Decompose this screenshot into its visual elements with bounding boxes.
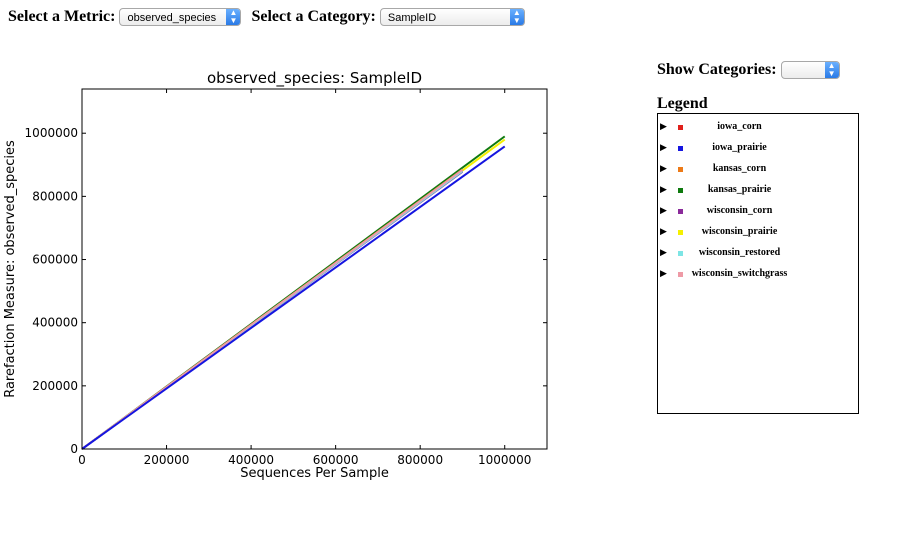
y-tick-label: 0	[70, 442, 78, 456]
metric-select-value: observed_species	[127, 12, 217, 24]
legend-swatch	[678, 146, 683, 151]
legend-swatch	[678, 230, 683, 235]
select-arrows-icon: ▲ ▼	[509, 9, 524, 25]
legend-label: wisconsin_restored	[698, 247, 781, 258]
chart-title: observed_species: SampleID	[207, 69, 422, 88]
legend-swatch	[678, 251, 683, 256]
expand-triangle-icon[interactable]: ▶	[660, 248, 667, 258]
y-tick-label: 800000	[32, 189, 78, 203]
legend-label: wisconsin_switchgrass	[691, 268, 788, 279]
legend-label: iowa_prairie	[712, 142, 767, 153]
plot-frame	[81, 88, 548, 450]
metric-label: Select a Metric:	[8, 8, 116, 25]
x-tick-label: 200000	[144, 453, 190, 467]
y-tick-label: 400000	[32, 316, 78, 330]
legend-label: wisconsin_corn	[706, 205, 773, 216]
show-categories-label: Show Categories:	[657, 61, 777, 78]
y-tick-label: 1000000	[25, 126, 78, 140]
category-select[interactable]: SampleID ▲ ▼	[379, 8, 525, 26]
legend-label: wisconsin_prairie	[701, 226, 778, 237]
metric-select[interactable]: observed_species ▲ ▼	[119, 8, 242, 26]
y-tick-label: 600000	[32, 253, 78, 267]
rarefaction-chart: observed_species: SampleID 0 200000 400000 6…	[3, 69, 548, 481]
expand-triangle-icon[interactable]: ▶	[660, 164, 667, 174]
legend-swatch	[678, 167, 683, 172]
legend-label: kansas_corn	[712, 163, 767, 174]
top-controls: Select a Metric: observed_species ▲ ▼ Sel…	[8, 6, 525, 28]
legend-item[interactable]: ▶ iowa_corn	[658, 120, 858, 141]
legend-item[interactable]: ▶ wisconsin_corn	[658, 204, 858, 225]
legend-title: Legend	[657, 95, 708, 112]
x-tick-label: 0	[78, 453, 86, 467]
expand-triangle-icon[interactable]: ▶	[660, 143, 667, 153]
legend-swatch	[678, 272, 683, 277]
category-select-value: SampleID	[387, 12, 437, 24]
legend-box: ▶ iowa_corn ▶ iowa_prairie ▶ kansas_corn ▶ kans…	[657, 113, 859, 414]
legend-swatch	[678, 125, 683, 130]
show-categories-select[interactable]: ▲ ▼	[780, 61, 840, 79]
select-arrows-icon: ▲ ▼	[226, 9, 241, 25]
category-label: Select a Category:	[251, 8, 376, 25]
expand-triangle-icon[interactable]: ▶	[660, 269, 667, 279]
legend-label: iowa_corn	[717, 121, 762, 132]
expand-triangle-icon[interactable]: ▶	[660, 185, 667, 195]
legend-item[interactable]: ▶ iowa_prairie	[658, 141, 858, 162]
legend-item[interactable]: ▶ kansas_prairie	[658, 183, 858, 204]
y-axis-label: Rarefaction Measure: observed_species	[3, 140, 18, 398]
legend-swatch	[678, 188, 683, 193]
legend-item[interactable]: ▶ kansas_corn	[658, 162, 858, 183]
expand-triangle-icon[interactable]: ▶	[660, 227, 667, 237]
expand-triangle-icon[interactable]: ▶	[660, 122, 667, 132]
x-tick-label: 800000	[397, 453, 443, 467]
y-tick-label: 200000	[32, 379, 78, 393]
x-tick-label: 600000	[313, 453, 359, 467]
legend-swatch	[678, 209, 683, 214]
x-tick-label: 1000000	[478, 453, 531, 467]
legend-label: kansas_prairie	[707, 184, 772, 195]
legend-item[interactable]: ▶ wisconsin_restored	[658, 246, 858, 267]
legend-item[interactable]: ▶ wisconsin_switchgrass	[658, 267, 858, 288]
legend-item[interactable]: ▶ wisconsin_prairie	[658, 225, 858, 246]
series-line	[81, 145, 506, 450]
select-arrows-icon: ▲ ▼	[824, 62, 839, 78]
x-axis-label: Sequences Per Sample	[240, 466, 389, 481]
show-categories: Show Categories: ▲ ▼	[657, 59, 840, 81]
expand-triangle-icon[interactable]: ▶	[660, 206, 667, 216]
x-tick-label: 400000	[228, 453, 274, 467]
